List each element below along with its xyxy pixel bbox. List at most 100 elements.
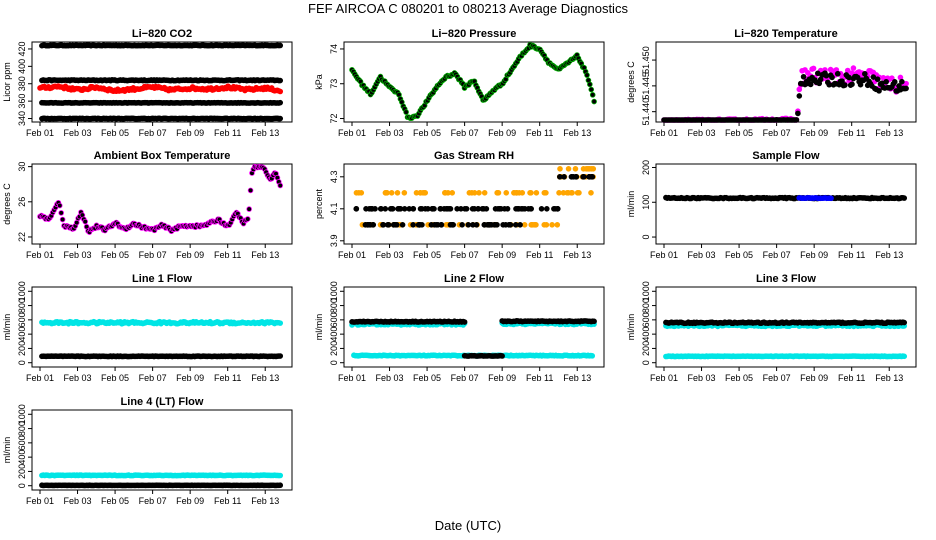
- x-tick-label: Feb 03: [376, 250, 404, 260]
- x-tick-label: Feb 13: [251, 128, 279, 138]
- data-point: [834, 70, 841, 77]
- data-point: [586, 174, 592, 180]
- panel-rh: Gas Stream RH Feb 01 Feb 03 Feb 05 Feb 07 Feb…: [314, 150, 605, 260]
- data-point: [557, 166, 563, 172]
- data-point: [862, 71, 868, 77]
- series-flow: [663, 194, 908, 202]
- data-point: [437, 206, 444, 212]
- y-tick-label: 3.9: [329, 235, 339, 248]
- panel-title: Gas Stream RH: [434, 150, 514, 162]
- y-axis-label: Licor ppm: [2, 62, 12, 102]
- x-tick-label: Feb 03: [376, 128, 404, 138]
- x-tick-label: Feb 13: [251, 496, 279, 506]
- data-point: [277, 482, 284, 489]
- x-tick-label: Feb 03: [64, 373, 92, 383]
- data-point: [544, 206, 550, 212]
- data-point: [383, 190, 390, 196]
- data-point: [59, 216, 66, 223]
- data-point: [277, 42, 284, 49]
- series-temp: [37, 163, 284, 235]
- data-point: [850, 65, 857, 71]
- data-point: [891, 79, 898, 85]
- data-point: [541, 222, 548, 228]
- x-tick-label: Feb 11: [526, 373, 553, 383]
- data-point: [506, 222, 512, 228]
- data-point: [378, 206, 384, 212]
- data-point: [807, 81, 814, 88]
- x-tick-label: Feb 05: [413, 128, 441, 138]
- y-tick-label: 4.1: [329, 203, 339, 216]
- x-tick-label: Feb 05: [101, 128, 129, 138]
- x-tick-label: Feb 07: [139, 128, 167, 138]
- x-tick-label: Feb 13: [251, 250, 279, 260]
- data-point: [399, 222, 406, 228]
- series-high_b: [663, 319, 908, 327]
- y-tick-label: 200: [17, 464, 27, 479]
- plot-frame: [31, 286, 293, 368]
- data-point: [244, 216, 251, 222]
- data-point: [588, 166, 595, 172]
- series-low_b: [39, 482, 284, 489]
- x-tick-label: Feb 09: [176, 250, 204, 260]
- x-tick-label: Feb 07: [763, 128, 791, 138]
- y-tick-label: 0: [641, 235, 651, 240]
- data-point: [483, 206, 490, 212]
- data-point: [481, 190, 488, 196]
- data-point: [246, 206, 252, 212]
- y-tick-label: 0: [641, 360, 651, 365]
- panel-title: Li−820 Pressure: [432, 28, 517, 40]
- data-point: [500, 222, 506, 228]
- x-tick-label: Feb 01: [650, 373, 678, 383]
- y-tick-label: 26: [17, 197, 27, 207]
- data-point: [889, 75, 895, 82]
- y-tick-label: 600: [329, 312, 339, 327]
- data-point: [870, 74, 877, 80]
- y-tick-label: 1000: [641, 281, 651, 301]
- data-point: [56, 202, 63, 209]
- data-point: [497, 206, 503, 212]
- data-point: [901, 319, 908, 326]
- x-tick-label: Feb 07: [451, 128, 479, 138]
- y-tick-label: 360: [17, 94, 27, 109]
- data-point: [417, 206, 424, 212]
- data-point: [476, 190, 482, 196]
- page-title: FEF AIRCOA C 080201 to 080213 Average Di…: [308, 1, 628, 16]
- data-point: [277, 182, 284, 189]
- data-point: [842, 82, 848, 88]
- data-point: [82, 218, 89, 225]
- x-tick-label: Feb 13: [875, 250, 903, 260]
- data-point: [538, 206, 545, 212]
- y-axis-label: ml/min: [2, 314, 12, 341]
- data-point: [462, 206, 468, 212]
- x-tick-label: Feb 01: [26, 373, 54, 383]
- data-point: [58, 210, 64, 216]
- y-tick-label: 0: [17, 360, 27, 365]
- data-points: [349, 318, 597, 359]
- data-point: [795, 110, 801, 117]
- y-tick-label: 72: [329, 114, 339, 124]
- data-point: [514, 206, 521, 212]
- x-tick-label: Feb 11: [526, 128, 553, 138]
- x-tick-label: Feb 11: [214, 250, 241, 260]
- x-tick-label: Feb 11: [214, 373, 241, 383]
- plot-frame: [655, 163, 917, 245]
- data-point: [395, 206, 401, 212]
- series-high: [39, 318, 284, 327]
- panel-line3: Line 3 Flow Feb 01 Feb 03 Feb 05 Feb 07 Feb 0…: [626, 273, 917, 383]
- data-point: [441, 190, 448, 196]
- data-point: [370, 222, 377, 228]
- data-point: [459, 222, 465, 228]
- x-tick-label: Feb 05: [725, 373, 753, 383]
- y-tick-label: 200: [641, 341, 651, 356]
- series-ref 4: [39, 115, 284, 122]
- data-point: [883, 78, 889, 85]
- data-point: [406, 206, 413, 212]
- data-point: [589, 353, 596, 359]
- data-point: [849, 81, 855, 88]
- data-point: [565, 166, 572, 172]
- x-tick-label: Feb 05: [101, 373, 129, 383]
- x-tick-label: Feb 07: [139, 373, 167, 383]
- data-point: [587, 81, 593, 88]
- series-hi: [661, 65, 909, 123]
- y-tick-label: 400: [17, 327, 27, 342]
